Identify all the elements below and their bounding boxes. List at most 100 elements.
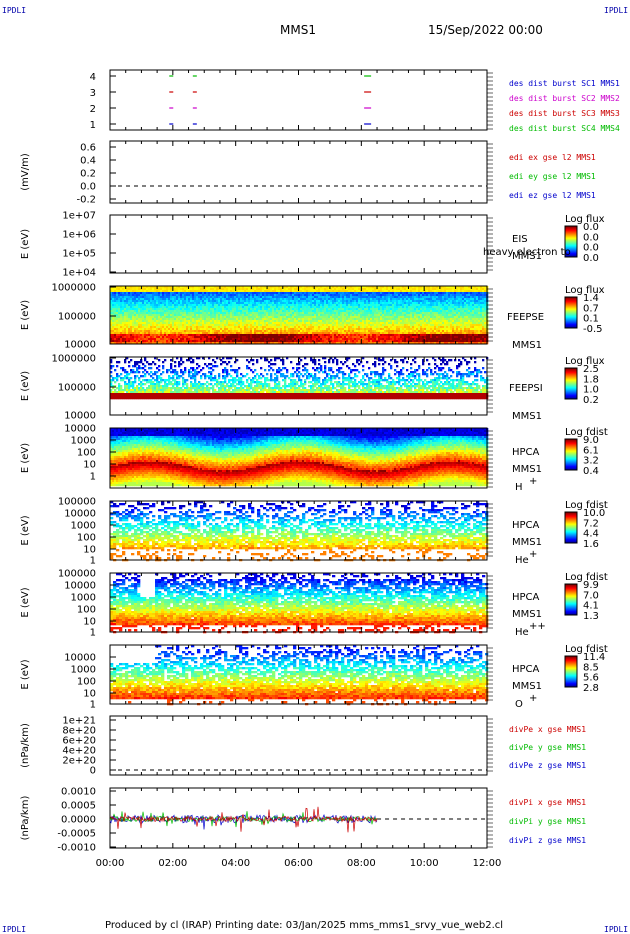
panel-10-series-line	[109, 806, 378, 833]
panel-1-y-tick-label: -0.2	[76, 195, 96, 206]
panel-8-colorbar-tick: 8.5	[583, 662, 599, 673]
panel-10-legend-entry: divPi y gse MMS1	[509, 817, 586, 826]
panel-10-y-tick-label: 0.0005	[61, 801, 96, 812]
panel-2-colorbar-tick: 0.0	[583, 253, 599, 264]
panel-5-spectrogram	[110, 428, 489, 487]
panel-2-colorbar-title: Log flux	[565, 214, 605, 225]
panel-5-colorbar-title: Log fdist	[565, 427, 608, 438]
panel-6-spacecraft-label: MMS1	[512, 537, 542, 548]
panel-8-charge-label: +	[529, 693, 537, 704]
panel-3-colorbar-tick: 1.4	[583, 293, 599, 304]
panel-2-y-tick-label: 1e+07	[62, 211, 96, 222]
panel-2-colorbar-tick: 0.0	[583, 243, 599, 254]
panel-4-y-tick-label: 10000	[64, 411, 96, 422]
panel-9-y-tick-label: 0	[90, 766, 96, 777]
panel-4-colorbar-tick: 1.8	[583, 374, 599, 385]
panel-2-colorbar	[565, 226, 577, 258]
panel-7-spacecraft-label: MMS1	[512, 609, 542, 620]
panel-5-y-label: E (eV)	[20, 443, 31, 473]
panel-9-y-tick-label: 4e+20	[62, 746, 96, 757]
panel-6-colorbar-tick: 10.0	[583, 508, 605, 519]
x-axis-tick-label: 08:00	[347, 858, 376, 869]
panel-1-legend-entry: edi ez gse l2 MMS1	[509, 191, 596, 200]
panel-0-legend-entry: des dist burst SC1 MMS1	[509, 79, 620, 88]
panel-7-y-tick-label: 10000	[64, 581, 96, 592]
panel-6-charge-label: +	[529, 549, 537, 560]
panel-5-y-tick-label: 100	[77, 448, 96, 459]
panel-8-instrument-label: HPCA	[512, 664, 540, 675]
panel-7-charge-label: ++	[529, 621, 546, 632]
x-axis-tick-label: 06:00	[284, 858, 313, 869]
panel-0-legend-entry: des dist burst SC2 MMS2	[509, 94, 620, 103]
panel-7-y-tick-label: 10	[83, 617, 96, 628]
panel-7-colorbar-tick: 9.9	[583, 580, 599, 591]
panel-10-legend-entry: divPi x gse MMS1	[509, 798, 586, 807]
panel-6-colorbar-tick: 4.4	[583, 529, 599, 540]
panel-1-y-tick-label: 0.0	[80, 182, 96, 193]
panel-8-y-tick-label: 10	[83, 689, 96, 700]
panel-6-spectrogram	[110, 501, 489, 562]
panel-10-y-tick-label: -0.0005	[57, 829, 96, 840]
panel-1-y-tick-label: 0.2	[80, 169, 96, 180]
panel-4-colorbar-frame	[564, 367, 578, 400]
panel-0-legend-entry: des dist burst SC4 MMS4	[509, 124, 620, 133]
panel-4-spectrogram	[110, 357, 489, 400]
panel-6-y-tick-label: 10000	[64, 509, 96, 520]
panel-4-colorbar-tick: 1.0	[583, 385, 599, 396]
panel-5-spacecraft-label: MMS1	[512, 464, 542, 475]
panel-7-colorbar-title: Log fdist	[565, 572, 608, 583]
panel-3-colorbar-frame	[564, 296, 578, 329]
panel-5-y-tick-label: 10000	[64, 424, 96, 435]
corner-label-top-left: IPDLI	[2, 6, 26, 15]
panel-7-y-label: E (eV)	[20, 587, 31, 617]
panel-7-spectrogram	[110, 573, 489, 634]
panel-4-colorbar-tick: 2.5	[583, 364, 599, 375]
panel-0-frame	[109, 69, 488, 131]
panel-6-y-tick-label: 10	[83, 545, 96, 556]
panel-6-colorbar-title: Log fdist	[565, 500, 608, 511]
panel-6-y-tick-label: 100000	[58, 497, 96, 508]
panel-7-species-label: He	[515, 627, 529, 638]
panel-10-y-tick-label: 0.0010	[61, 787, 96, 798]
panel-6-y-tick-label: 100	[77, 533, 96, 544]
panel-8-colorbar-frame	[564, 655, 578, 688]
panel-5-colorbar	[565, 439, 577, 471]
panel-4-y-tick-label: 100000	[58, 383, 96, 394]
corner-label-top-right: IPDLI	[604, 6, 628, 15]
panel-5-y-tick-label: 1	[90, 472, 96, 483]
panel-5-colorbar-frame	[564, 438, 578, 471]
panel-10-y-label: (nPa/km)	[20, 796, 31, 841]
panel-9-y-tick-label: 8e+20	[62, 726, 96, 737]
footer-credits: Produced by cl (IRAP) Printing date: 03/…	[105, 920, 503, 931]
panel-2-colorbar-frame	[564, 225, 578, 258]
panel-4-colorbar	[565, 368, 577, 400]
panel-10-legend-entry: divPi z gse MMS1	[509, 836, 586, 845]
panel-1-y-tick-label: 0.4	[80, 156, 96, 167]
x-axis-tick-label: 12:00	[473, 858, 502, 869]
panel-6-colorbar-tick: 7.2	[583, 518, 599, 529]
panel-2-y-tick-label: 1e+05	[62, 249, 96, 260]
panel-7-y-tick-label: 100	[77, 605, 96, 616]
panel-9-legend-entry: divPe x gse MMS1	[509, 725, 586, 734]
panel-3-colorbar-tick: -0.5	[583, 324, 603, 335]
panel-8-y-tick-label: 10000	[64, 653, 96, 664]
panel-5-colorbar-tick: 6.1	[583, 445, 599, 456]
panel-2-y-tick-label: 1e+04	[62, 268, 96, 279]
x-axis-tick-label: 00:00	[96, 858, 125, 869]
x-axis-tick-label: 04:00	[221, 858, 250, 869]
panel-6-y-tick-label: 1000	[71, 521, 96, 532]
panel-3-spacecraft-label: MMS1	[512, 340, 542, 351]
corner-label-bottom-left: IPDLI	[2, 925, 26, 934]
panel-8-y-tick-label: 1	[90, 700, 96, 711]
panel-3-y-tick-label: 1000000	[51, 283, 96, 294]
panel-1-legend-entry: edi ex gse l2 MMS1	[509, 153, 596, 162]
panel-6-y-label: E (eV)	[20, 515, 31, 545]
panel-9-legend-entry: divPe y gse MMS1	[509, 743, 586, 752]
panel-9-y-tick-label: 1e+21	[62, 716, 96, 727]
panel-9-frame	[109, 715, 488, 776]
panel-4-spacecraft-label: MMS1	[512, 411, 542, 422]
panel-6-colorbar-frame	[564, 511, 578, 544]
panel-7-y-tick-label: 1	[90, 628, 96, 639]
panel-0-y-tick-label: 1	[90, 120, 96, 131]
